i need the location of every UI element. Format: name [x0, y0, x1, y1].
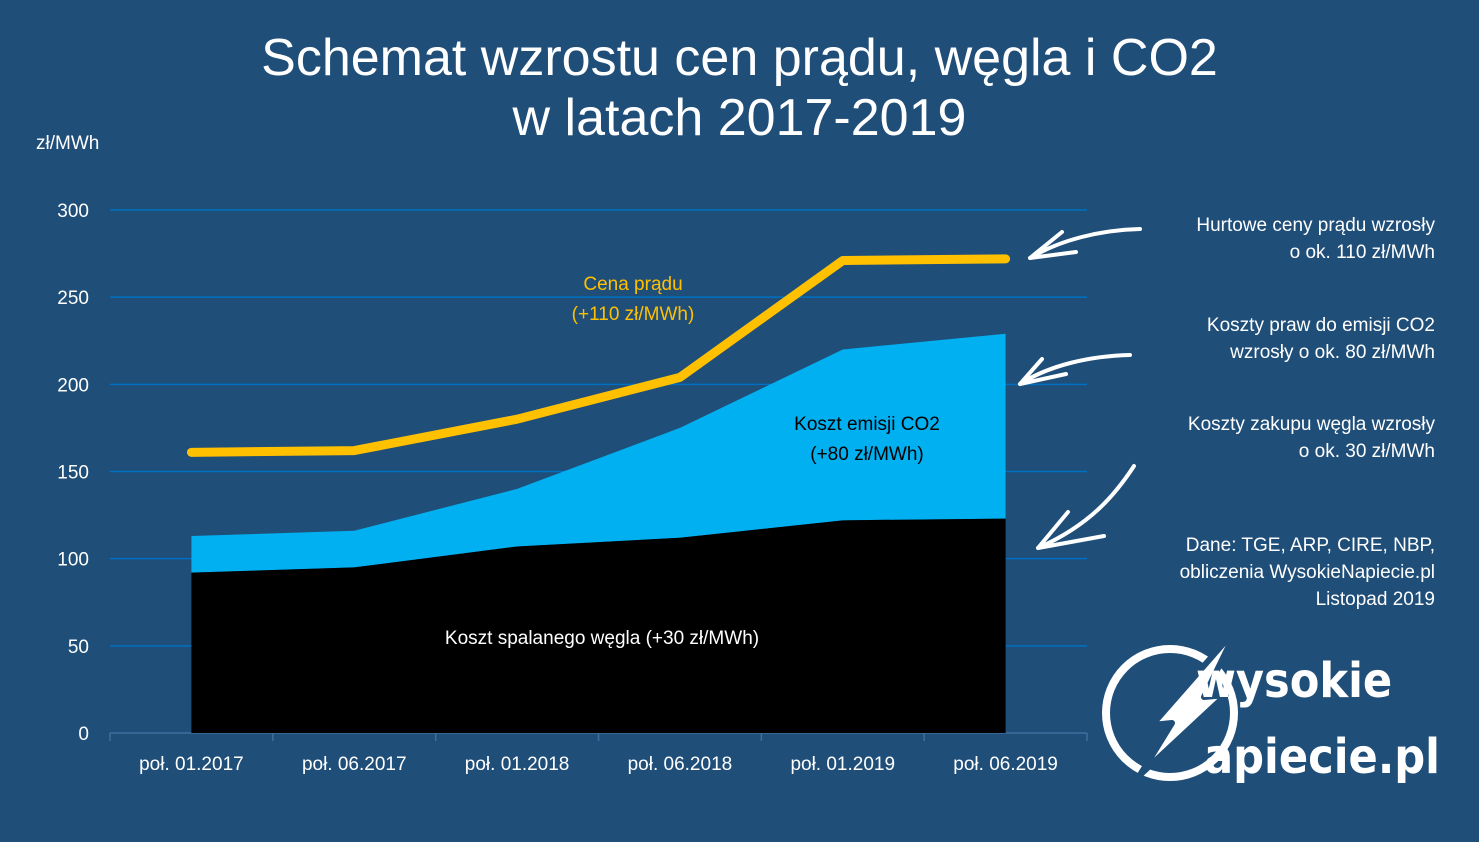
note-co2: Koszty praw do emisji CO2 wzrosły o ok. … — [1207, 312, 1435, 366]
x-tick-label: poł. 06.2018 — [628, 754, 733, 775]
coal-area — [191, 518, 1006, 733]
x-tick-label: poł. 01.2019 — [790, 754, 895, 775]
source-note: Dane: TGE, ARP, CIRE, NBP, obliczenia Wy… — [1180, 532, 1435, 613]
arrows — [1018, 227, 1142, 550]
y-tick-label: 100 — [57, 550, 89, 571]
price-label-line-2: (+110 zł/MWh) — [572, 304, 695, 325]
co2-label-line-1: Koszt emisji CO2 — [794, 414, 940, 435]
arrow-coal — [1036, 464, 1136, 550]
x-tick-label: poł. 06.2017 — [302, 754, 407, 775]
source-line-3: Listopad 2019 — [1315, 589, 1435, 610]
areas — [191, 333, 1006, 733]
note-coal-line-2: o ok. 30 zł/MWh — [1298, 441, 1435, 462]
note-price-line-1: Hurtowe ceny prądu wzrosły — [1196, 215, 1435, 236]
source-line-2: obliczenia WysokieNapiecie.pl — [1179, 562, 1435, 583]
wysokienapiecie-logo: wysokie apiecie.pl — [1100, 625, 1460, 795]
note-co2-line-2: wzrosły o ok. 80 zł/MWh — [1230, 342, 1435, 363]
arrow-co2 — [1018, 353, 1132, 386]
co2-area — [191, 333, 1006, 573]
coal-label: Koszt spalanego węgla (+30 zł/MWh) — [445, 628, 759, 649]
logo-word-2: apiecie.pl — [1204, 729, 1440, 785]
logo-mark — [1102, 625, 1241, 781]
logo-ring — [1102, 645, 1238, 781]
note-coal: Koszty zakupu węgla wzrosły o ok. 30 zł/… — [1188, 411, 1435, 465]
chart-title-line-2: w latach 2017-2019 — [512, 89, 967, 147]
note-price-line-2: o ok. 110 zł/MWh — [1289, 242, 1435, 263]
note-co2-line-1: Koszty praw do emisji CO2 — [1206, 315, 1435, 336]
y-tick-label: 200 — [57, 375, 89, 396]
x-tick-label: poł. 01.2018 — [465, 754, 570, 775]
price-line — [186, 254, 1011, 457]
price-line-layer — [186, 254, 1011, 457]
source-line-1: Dane: TGE, ARP, CIRE, NBP, — [1185, 535, 1435, 556]
price-label-line-1: Cena prądu — [583, 274, 682, 295]
annotations: Cena prądu (+110 zł/MWh) Koszt emisji CO… — [445, 274, 940, 649]
chart-title: Schemat wzrostu cen prądu, węgla i CO2 w… — [0, 28, 1479, 148]
note-coal-line-1: Koszty zakupu węgla wzrosły — [1187, 414, 1435, 435]
note-price: Hurtowe ceny prądu wzrosły o ok. 110 zł/… — [1196, 212, 1435, 266]
y-tick-label: 300 — [57, 201, 89, 222]
y-tick-label: 150 — [57, 463, 89, 484]
y-axis-unit: zł/MWh — [36, 133, 100, 154]
logo-word-1: wysokie — [1196, 653, 1393, 709]
arrow-price — [1028, 227, 1142, 260]
co2-label-line-2: (+80 zł/MWh) — [810, 444, 924, 465]
lightning-bolt-icon — [1137, 625, 1241, 778]
x-tick-label: poł. 01.2017 — [139, 754, 244, 775]
y-tick-label: 0 — [78, 724, 89, 745]
chart-title-line-1: Schemat wzrostu cen prądu, węgla i CO2 — [261, 29, 1218, 87]
y-tick-label: 250 — [57, 288, 89, 309]
axis-ticks: 0 50 100 150 200 250 300 poł. 01.2017 poł. 06.20… — [57, 201, 1088, 775]
y-tick-label: 50 — [68, 637, 89, 658]
x-tick-label: poł. 06.2019 — [953, 754, 1058, 775]
